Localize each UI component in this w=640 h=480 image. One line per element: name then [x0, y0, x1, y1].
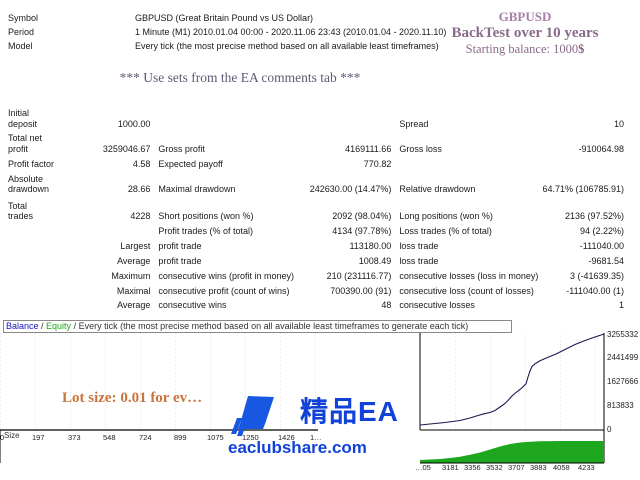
svg-text:Size: Size	[4, 431, 20, 440]
